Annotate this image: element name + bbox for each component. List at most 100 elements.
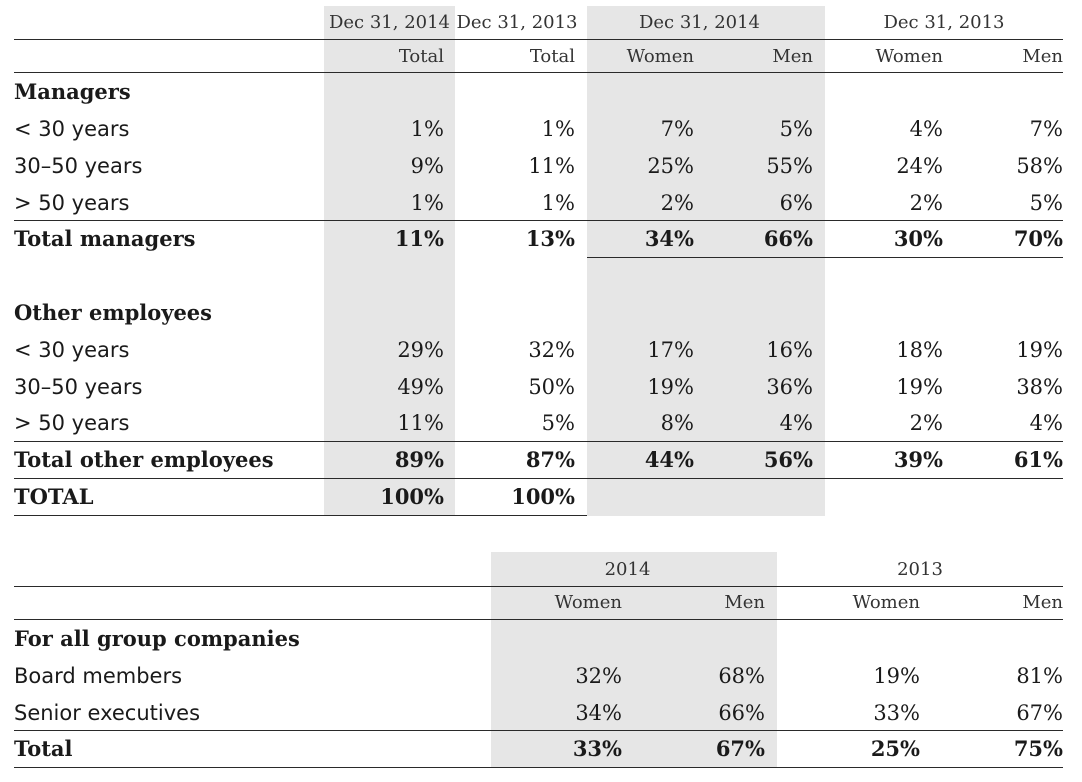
cell-value: 29% [397, 338, 444, 362]
cell-value-total: 70% [1013, 226, 1063, 251]
column-header: Women [875, 46, 943, 67]
cell-value-total: 33% [572, 736, 622, 761]
cell-value: 8% [660, 411, 694, 435]
header-rule [14, 39, 1063, 40]
section-title-other-employees: Other employees [14, 300, 212, 325]
column-header: Men [724, 592, 765, 613]
cell-value: 68% [718, 664, 765, 688]
cell-value: 2% [909, 191, 943, 215]
column-header-period: Dec 31, 2014 [638, 12, 761, 33]
cell-value: 81% [1016, 664, 1063, 688]
cell-value: 7% [1029, 117, 1063, 141]
column-header: Women [554, 592, 622, 613]
column-header: Total [529, 46, 575, 67]
cell-value: 58% [1016, 154, 1063, 178]
column-header-period: Dec 31, 2014 [328, 12, 451, 33]
cell-value-total: 56% [763, 447, 813, 472]
cell-value: 38% [1016, 375, 1063, 399]
cell-value-total: 30% [893, 226, 943, 251]
bottom-rule [14, 515, 587, 516]
cell-value: 4% [779, 411, 813, 435]
column-header: Men [1022, 46, 1063, 67]
row-label-total: Total other employees [14, 447, 274, 472]
cell-value: 33% [873, 701, 920, 725]
cell-value: 66% [718, 701, 765, 725]
cell-value-total: 67% [715, 736, 765, 761]
cell-value: 18% [896, 338, 943, 362]
cell-value: 5% [1029, 191, 1063, 215]
header-rule [14, 586, 1063, 587]
cell-value: 2% [909, 411, 943, 435]
cell-value-total: 61% [1013, 447, 1063, 472]
row-label-total: Total [14, 736, 73, 761]
cell-value-total: 75% [1013, 736, 1063, 761]
cell-value: 25% [647, 154, 694, 178]
row-label: Board members [14, 664, 183, 688]
total-rule [14, 478, 1063, 479]
cell-value-total: 89% [394, 447, 444, 472]
column-header-year: 2013 [897, 559, 943, 580]
cell-value: 55% [766, 154, 813, 178]
shaded-column-total-2014 [324, 6, 455, 516]
cell-value: 19% [873, 664, 920, 688]
cell-value: 49% [397, 375, 444, 399]
column-header-period: Dec 31, 2013 [883, 12, 1005, 33]
column-header: Women [852, 592, 920, 613]
cell-value-total: 25% [870, 736, 920, 761]
header-rule [14, 72, 1063, 73]
section-title-group-companies: For all group companies [14, 626, 300, 651]
column-header: Men [772, 46, 813, 67]
cell-value: 50% [528, 375, 575, 399]
cell-value: 34% [575, 701, 622, 725]
cell-value: 32% [528, 338, 575, 362]
cell-value: 4% [909, 117, 943, 141]
section-rule [587, 257, 1063, 258]
cell-value: 1% [541, 191, 575, 215]
column-header: Total [398, 46, 444, 67]
cell-value: 19% [896, 375, 943, 399]
cell-value: 19% [647, 375, 694, 399]
cell-value-total: 44% [644, 447, 694, 472]
cell-value: 17% [647, 338, 694, 362]
cell-value-total: 13% [525, 226, 575, 251]
row-label-total: Total managers [14, 226, 196, 251]
shaded-column-gender-2014 [587, 6, 825, 516]
cell-value: 36% [766, 375, 813, 399]
cell-value: 6% [779, 191, 813, 215]
cell-value: 19% [1016, 338, 1063, 362]
column-header: Women [626, 46, 694, 67]
cell-value: 9% [410, 154, 444, 178]
column-header-period: Dec 31, 2013 [456, 12, 578, 33]
cell-value: 24% [896, 154, 943, 178]
section-title-managers: Managers [14, 79, 131, 104]
cell-value: 1% [410, 191, 444, 215]
cell-value: 67% [1016, 701, 1063, 725]
cell-value: 11% [397, 411, 444, 435]
row-label: < 30 years [14, 117, 130, 141]
row-label: < 30 years [14, 338, 130, 362]
cell-value: 1% [541, 117, 575, 141]
cell-value: 16% [766, 338, 813, 362]
cell-value-total: 11% [394, 226, 444, 251]
cell-value: 11% [528, 154, 575, 178]
cell-value-grand-total: 100% [511, 484, 575, 509]
cell-value: 1% [410, 117, 444, 141]
cell-value: 2% [660, 191, 694, 215]
row-label: > 50 years [14, 411, 130, 435]
cell-value-total: 87% [525, 447, 575, 472]
row-label: Senior executives [14, 701, 201, 725]
cell-value: 5% [541, 411, 575, 435]
cell-value-total: 39% [893, 447, 943, 472]
cell-value-total: 34% [644, 226, 694, 251]
cell-value-total: 66% [763, 226, 813, 251]
bottom-rule [14, 767, 1063, 768]
cell-value: 7% [660, 117, 694, 141]
column-header: Men [1022, 592, 1063, 613]
header-rule [14, 619, 1063, 620]
cell-value: 32% [575, 664, 622, 688]
total-rule [14, 220, 1063, 221]
row-label: 30–50 years [14, 375, 143, 399]
row-label: 30–50 years [14, 154, 143, 178]
row-label-grand-total: TOTAL [14, 484, 94, 509]
cell-value: 5% [779, 117, 813, 141]
